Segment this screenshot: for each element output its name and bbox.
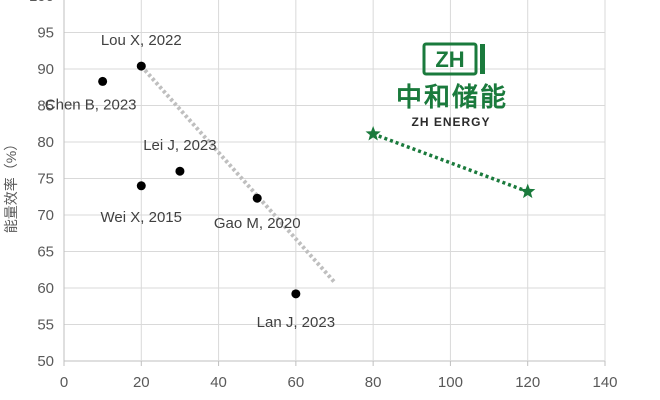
- point-label: Wei X, 2015: [101, 209, 182, 226]
- x-tick-label: 100: [438, 374, 463, 391]
- x-tick-label: 0: [60, 374, 68, 391]
- y-tick-label: 60: [37, 280, 54, 297]
- point-label: Gao M, 2020: [214, 215, 301, 232]
- grid-layer: [63, 0, 606, 362]
- star-point: [365, 125, 381, 141]
- point-layer: [98, 61, 536, 299]
- x-tick-label: 120: [515, 374, 540, 391]
- x-tick-label: 40: [210, 374, 227, 391]
- logo-mark-frame: [422, 42, 478, 76]
- x-tick-label: 60: [288, 374, 305, 391]
- y-tick-label: 100: [29, 0, 54, 5]
- data-point: [252, 193, 262, 203]
- point-label: Lei J, 2023: [143, 137, 216, 154]
- x-tick-label: 20: [133, 374, 150, 391]
- y-tick-label: 80: [37, 134, 54, 151]
- y-tick-label: 50: [37, 353, 54, 370]
- point-label: Lou X, 2022: [101, 32, 182, 49]
- data-point: [175, 166, 185, 176]
- y-tick-label: 95: [37, 25, 54, 42]
- star-point: [520, 183, 536, 199]
- label-layer: Chen B, 2023 Lou X, 2022 Wei X, 2015 Lei J,…: [45, 32, 335, 331]
- x-tick-label: 80: [365, 374, 382, 391]
- trend-layer: [139, 64, 529, 284]
- data-point: [291, 289, 301, 299]
- zh-energy-logo: ZH 中和储能 ZH ENERGY: [396, 42, 508, 129]
- y-tick-label: 65: [37, 244, 54, 261]
- axis-layer: 50 55 60 65 70 75 80 85 90 95 100 0 20 40 60 80 100 120 14…: [29, 0, 618, 391]
- y-tick-label: 75: [37, 171, 54, 188]
- y-tick-label: 55: [37, 317, 54, 334]
- data-point: [136, 61, 146, 71]
- point-label: Chen B, 2023: [45, 96, 137, 113]
- y-axis-label: 能量效率（%）: [3, 137, 19, 233]
- x-tick-label: 140: [592, 374, 617, 391]
- data-point: [98, 76, 108, 86]
- logo-mark-text: ZH: [435, 47, 464, 72]
- y-tick-label: 90: [37, 61, 54, 78]
- logo-name-en: ZH ENERGY: [411, 115, 490, 129]
- y-tick-label: 85: [37, 98, 54, 115]
- y-tick-label: 70: [37, 207, 54, 224]
- data-point: [136, 181, 146, 191]
- logo-name-cn: 中和储能: [396, 82, 508, 112]
- trendline-series-1: [139, 64, 336, 284]
- point-label: Lan J, 2023: [257, 314, 335, 331]
- logo-mark-bar: [480, 44, 485, 74]
